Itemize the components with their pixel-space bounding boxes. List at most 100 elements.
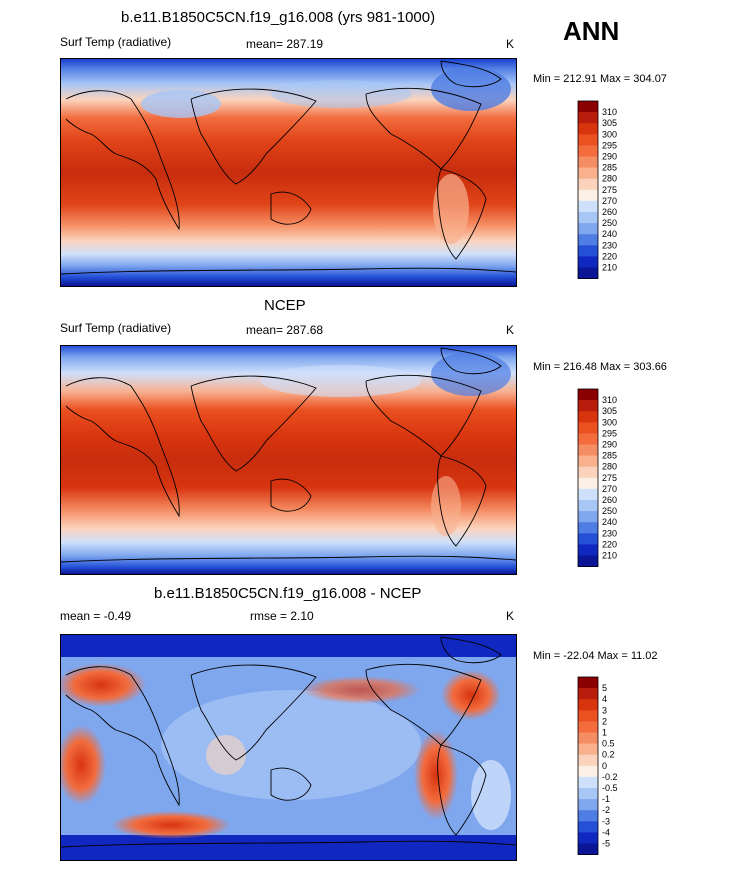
- mean-label: mean= 287.68: [246, 323, 324, 337]
- colorbar-swatch: [578, 821, 598, 833]
- colorbar-swatch: [578, 245, 598, 257]
- colorbar-swatch: [578, 776, 598, 789]
- colorbar-swatch: [578, 754, 598, 767]
- colorbar-tick-label: 240: [602, 517, 617, 527]
- colorbar-swatch: [578, 710, 598, 722]
- colorbar-tick-label: 260: [602, 207, 617, 217]
- colorbar-tick-label: -5: [602, 839, 610, 849]
- colorbar-frame: [577, 100, 599, 280]
- colorbar-swatch: [578, 189, 598, 202]
- colorbar-swatch: [578, 810, 598, 822]
- map-model: [60, 58, 517, 287]
- colorbar-swatch: [578, 389, 598, 401]
- colorbar-tick-label: 305: [602, 118, 617, 128]
- colorbar-tick-label: -3: [602, 816, 610, 826]
- colorbar-swatch: [578, 145, 598, 157]
- colorbar-tick-label: 290: [602, 440, 617, 450]
- map-obs: [60, 345, 517, 575]
- colorbar-swatch: [578, 477, 598, 490]
- colorbar-swatch: [578, 223, 598, 235]
- colorbar-swatch: [578, 688, 598, 700]
- colorbar-tick-label: -0.2: [602, 772, 618, 782]
- colorbar-swatch: [578, 677, 598, 689]
- field-label: Surf Temp (radiative): [60, 321, 172, 335]
- colorbar-tick-label: 250: [602, 506, 617, 516]
- colorbar-frame: [577, 676, 599, 856]
- colorbar-tick-label: 275: [602, 185, 617, 195]
- colorbar-tick-label: 220: [602, 251, 617, 261]
- colorbar-tick-label: 220: [602, 539, 617, 549]
- units-label: K: [506, 609, 515, 623]
- colorbar-swatch: [578, 832, 598, 844]
- season-label: ANN: [563, 16, 620, 46]
- colorbar-tick-label: 285: [602, 451, 617, 461]
- colorbar-tick-label: 305: [602, 406, 617, 416]
- colorbar-swatch: [578, 765, 598, 778]
- colorbar-tick-label: 290: [602, 152, 617, 162]
- colorbar-swatch: [578, 178, 598, 191]
- units-label: K: [506, 37, 515, 51]
- colorbar-swatch: [578, 721, 598, 733]
- colorbar-tick-label: 2: [602, 716, 607, 726]
- colorbar-tick-label: 210: [602, 263, 617, 273]
- panel-title: b.e11.B1850C5CN.f19_g16.008 (yrs 981-100…: [121, 9, 436, 26]
- colorbar-swatch: [578, 400, 598, 412]
- colorbar-swatch: [578, 455, 598, 467]
- colorbar-tick-label: 0: [602, 761, 607, 771]
- colorbar-tick-label: -0.5: [602, 783, 618, 793]
- colorbar-tick-label: 280: [602, 174, 617, 184]
- colorbar-tick-label: 275: [602, 473, 617, 483]
- colorbar-swatch: [578, 843, 598, 855]
- colorbar-swatch: [578, 156, 598, 168]
- colorbar-tick-label: 295: [602, 428, 617, 438]
- colorbar-frame: [577, 388, 599, 568]
- colorbar-tick-label: 270: [602, 484, 617, 494]
- colorbar-tick-label: 270: [602, 196, 617, 206]
- rmse-label: rmse = 2.10: [250, 609, 314, 623]
- colorbar-swatch: [578, 101, 598, 113]
- colorbar-tick-label: 280: [602, 462, 617, 472]
- min-max-label: Min = 212.91 Max = 304.07: [533, 73, 667, 85]
- colorbar-tick-label: -2: [602, 805, 610, 815]
- colorbar-swatch: [578, 533, 598, 545]
- min-max-label: Min = 216.48 Max = 303.66: [533, 361, 667, 373]
- panel-title: b.e11.B1850C5CN.f19_g16.008 - NCEP: [154, 585, 422, 602]
- colorbar-diff: 5 4 3 2 1 0.5 0.2 0 -0.2 -0.5 -1 -2 -3 -4 -5: [577, 676, 638, 862]
- colorbar-swatch: [578, 256, 598, 268]
- colorbar-tick-label: -1: [602, 794, 610, 804]
- colorbar-swatch: [578, 200, 598, 213]
- colorbar-tick-label: 1: [602, 728, 607, 738]
- map-diff: [60, 634, 517, 861]
- panel-title: NCEP: [264, 297, 306, 314]
- colorbar-tick-label: -4: [602, 827, 610, 837]
- colorbar-swatch: [578, 788, 598, 800]
- colorbar-tick-label: 260: [602, 495, 617, 505]
- colorbar-tick-label: 240: [602, 229, 617, 239]
- colorbar-tick-label: 285: [602, 163, 617, 173]
- colorbar-swatch: [578, 123, 598, 135]
- colorbar-tick-label: 4: [602, 694, 607, 704]
- min-max-label: Min = -22.04 Max = 11.02: [533, 650, 658, 662]
- colorbar-swatch: [578, 267, 598, 279]
- mean-label: mean = -0.49: [60, 609, 132, 623]
- colorbar-swatch: [578, 234, 598, 246]
- colorbar-tick-label: 5: [602, 683, 607, 693]
- colorbar-tick-label: 0.2: [602, 750, 615, 760]
- colorbar-tick-label: 250: [602, 218, 617, 228]
- colorbar-swatch: [578, 444, 598, 456]
- field-label: Surf Temp (radiative): [60, 35, 172, 49]
- colorbar-swatch: [578, 522, 598, 534]
- colorbar-swatch: [578, 411, 598, 423]
- colorbar-tick-label: 310: [602, 395, 617, 405]
- colorbar-tick-label: 210: [602, 551, 617, 561]
- colorbar-swatch: [578, 555, 598, 567]
- colorbar-swatch: [578, 466, 598, 479]
- colorbar-tick-label: 300: [602, 129, 617, 139]
- colorbar-tick-label: 300: [602, 417, 617, 427]
- colorbar-swatch: [578, 433, 598, 445]
- mean-label: mean= 287.19: [246, 37, 324, 51]
- colorbar-tick-label: 295: [602, 140, 617, 150]
- colorbar-swatch: [578, 422, 598, 434]
- colorbar-swatch: [578, 544, 598, 556]
- colorbar-tick-label: 310: [602, 107, 617, 117]
